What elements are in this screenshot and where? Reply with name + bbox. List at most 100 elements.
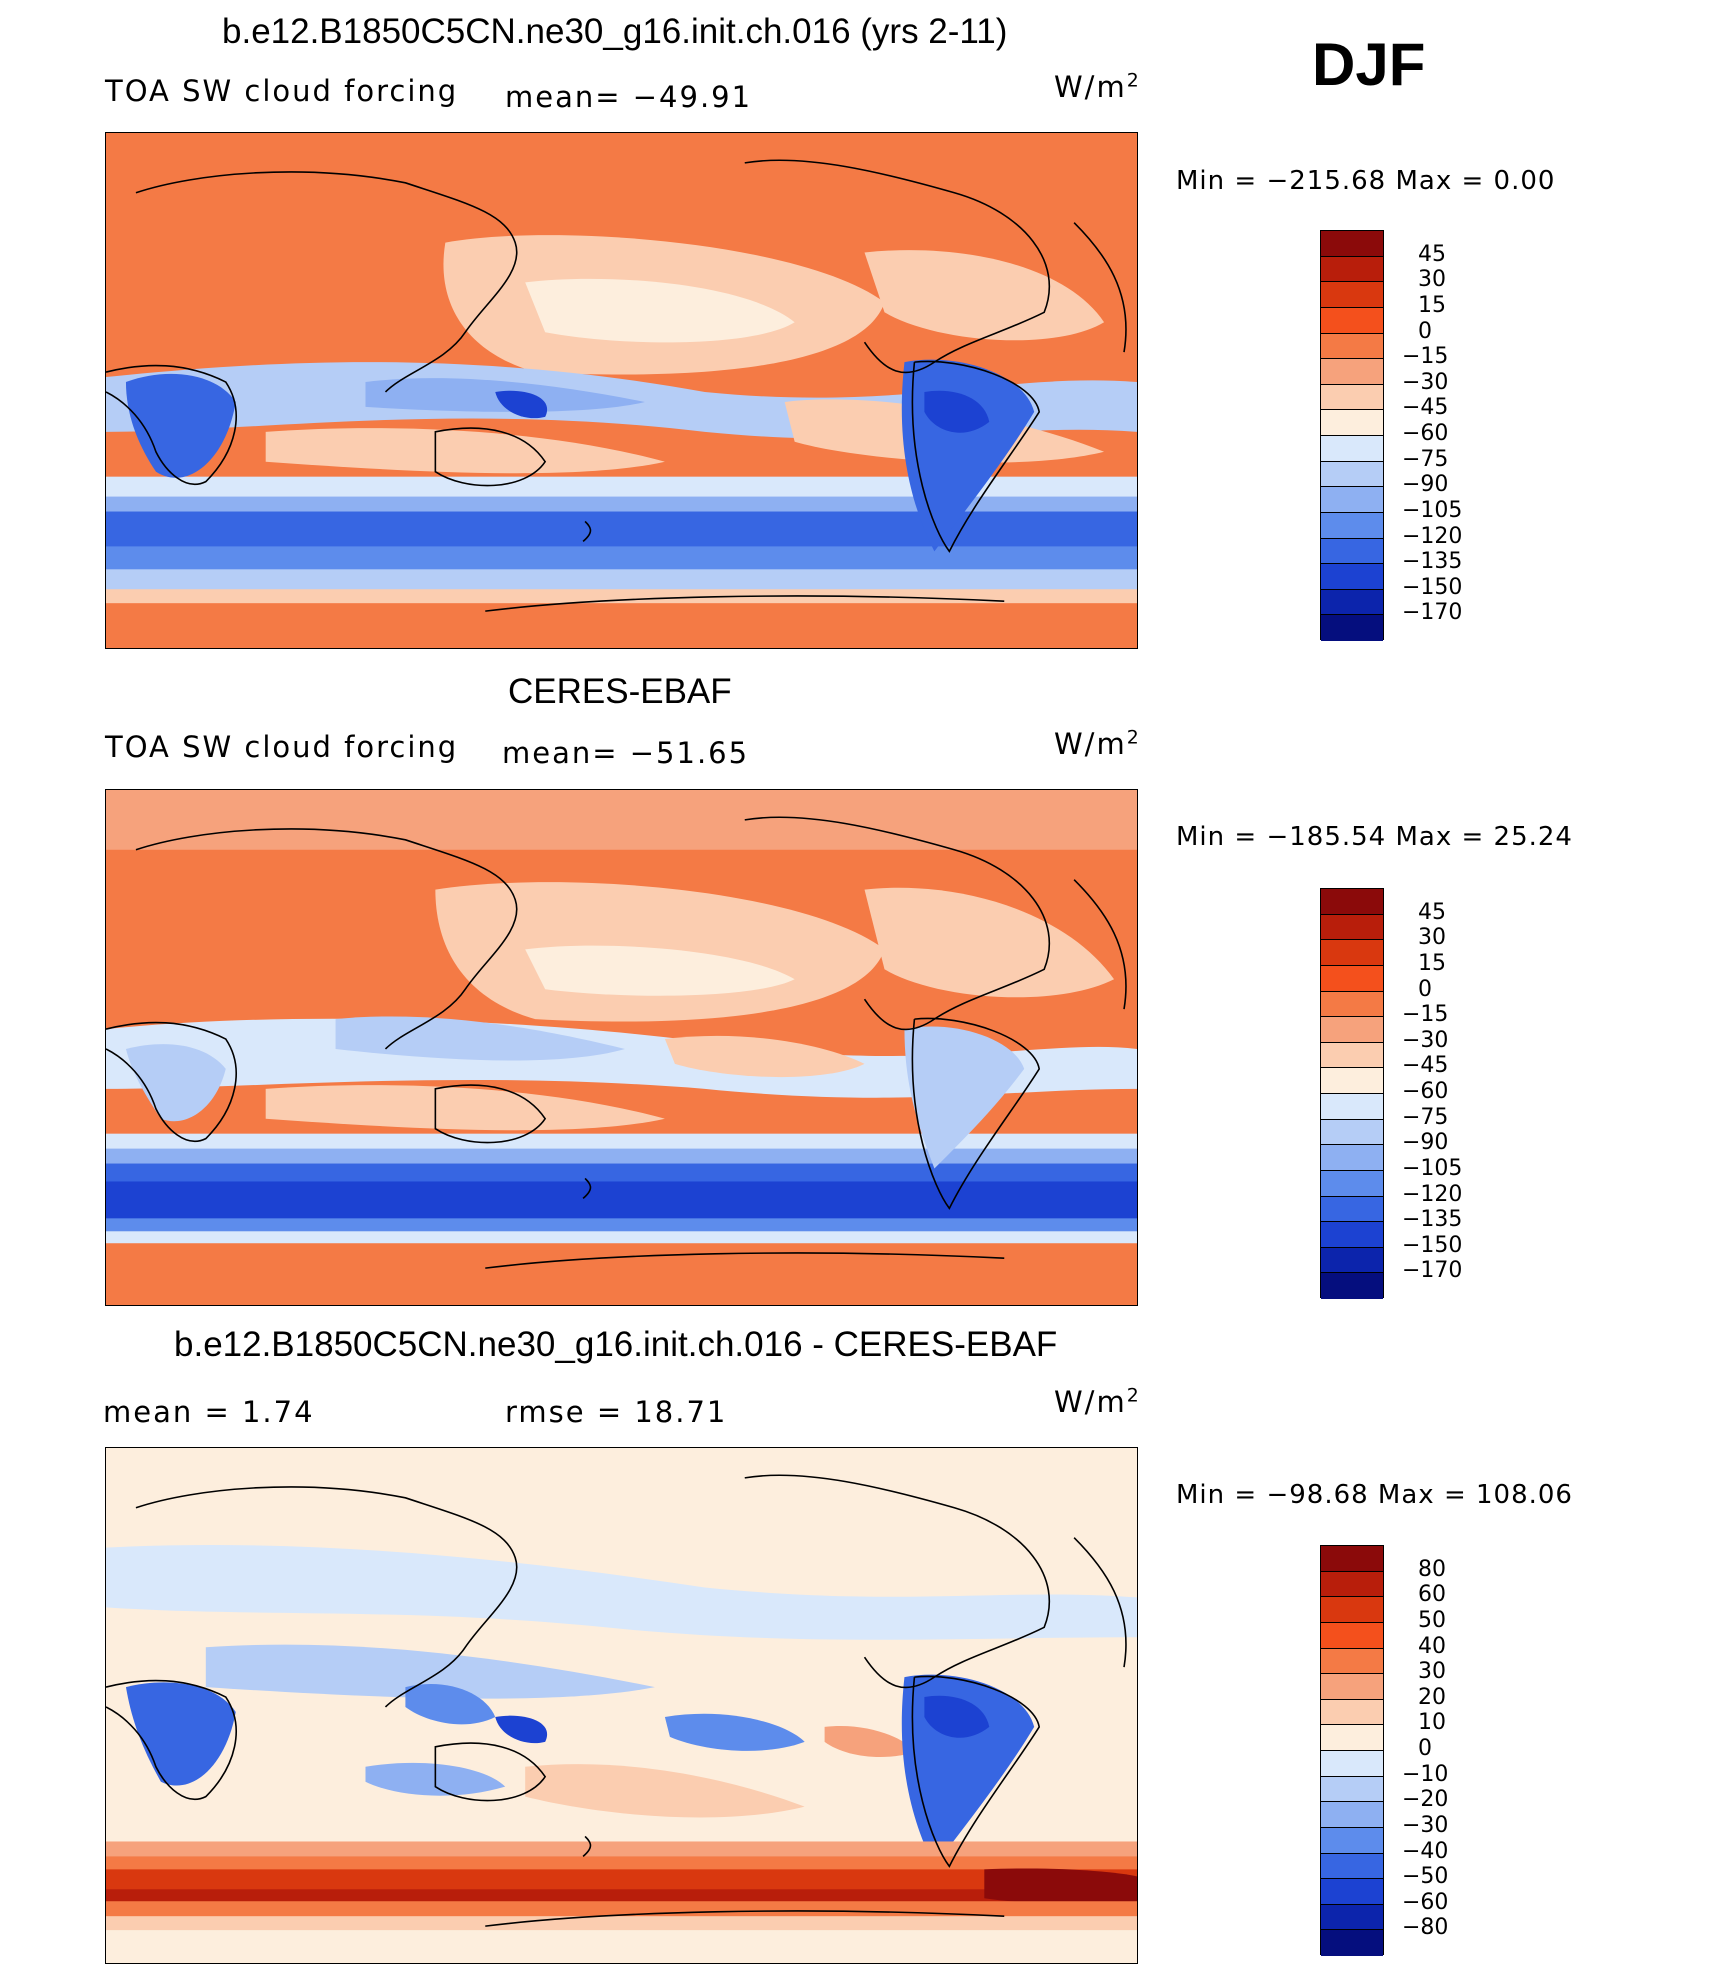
colorbar-segment (1321, 512, 1383, 539)
colorbar-segment (1321, 384, 1383, 411)
colorbar-label: −75 (1402, 446, 1449, 472)
colorbar-label: 45 (1418, 899, 1446, 925)
colorbar-segment (1321, 282, 1383, 308)
colorbar-label: −45 (1402, 1053, 1449, 1079)
colorbar-segment (1321, 1930, 1383, 1956)
colorbar-segment (1321, 487, 1383, 513)
panel-3-units: W/m2 (1054, 1385, 1141, 1419)
panel-3-title: b.e12.B1850C5CN.ne30_g16.init.ch.016 - C… (174, 1325, 1058, 1364)
colorbar-segment (1321, 589, 1383, 616)
colorbar-segment (1321, 1725, 1383, 1751)
panel-3-colorbar (1320, 1545, 1384, 1956)
panel-3-map-svg (106, 1448, 1137, 1963)
season-label: DJF (1312, 31, 1426, 98)
colorbar-segment (1321, 461, 1383, 488)
colorbar-label: 0 (1418, 318, 1432, 344)
colorbar-segment (1321, 991, 1383, 1018)
colorbar-segment (1321, 1273, 1383, 1299)
colorbar-label: 45 (1418, 241, 1446, 267)
colorbar-segment (1321, 1017, 1383, 1043)
colorbar-segment (1321, 1699, 1383, 1726)
panel-2-colorbar (1320, 888, 1384, 1299)
colorbar-label: −90 (1402, 472, 1449, 498)
colorbar-segment (1321, 1802, 1383, 1828)
colorbar-label: −90 (1402, 1130, 1449, 1156)
colorbar-segment (1321, 256, 1383, 283)
colorbar-segment (1321, 1751, 1383, 1777)
colorbar-label: −120 (1402, 1181, 1463, 1207)
colorbar-label: −30 (1402, 1812, 1449, 1838)
colorbar-segment (1321, 333, 1383, 360)
colorbar-segment (1321, 538, 1383, 565)
colorbar-label: 30 (1418, 267, 1446, 293)
colorbar-segment (1321, 1904, 1383, 1931)
panel-2-title: CERES-EBAF (508, 672, 732, 711)
colorbar-segment (1321, 436, 1383, 462)
panel-1-title: b.e12.B1850C5CN.ne30_g16.init.ch.016 (yr… (222, 12, 1008, 51)
colorbar-label: 0 (1418, 976, 1432, 1002)
colorbar-label: −170 (1402, 1258, 1463, 1284)
colorbar-segment (1321, 1879, 1383, 1905)
colorbar-label: −40 (1402, 1838, 1449, 1864)
colorbar-segment (1321, 1827, 1383, 1854)
colorbar-segment (1321, 1776, 1383, 1803)
colorbar-segment (1321, 1546, 1383, 1572)
panel-3-mean: mean = 1.74 (103, 1395, 315, 1429)
colorbar-segment (1321, 1094, 1383, 1120)
colorbar-label: −60 (1402, 421, 1449, 446)
colorbar-segment (1321, 1648, 1383, 1675)
colorbar-segment (1321, 914, 1383, 941)
colorbar-label: 15 (1418, 950, 1446, 976)
colorbar-label: −60 (1402, 1079, 1449, 1104)
colorbar-label: −10 (1402, 1761, 1449, 1787)
panel-1-mean: mean= −49.91 (505, 80, 753, 114)
panel-2-map-svg (106, 790, 1137, 1305)
panel-3-rmse: rmse = 18.71 (505, 1395, 728, 1429)
panel-1-variable: TOA SW cloud forcing (105, 74, 459, 108)
panel-1-min-max: Min = −215.68 Max = 0.00 (1176, 166, 1556, 196)
colorbar-segment (1321, 359, 1383, 385)
colorbar-segment (1321, 965, 1383, 992)
colorbar-segment (1321, 1674, 1383, 1700)
colorbar-segment (1321, 615, 1383, 641)
colorbar-label: −15 (1402, 1002, 1449, 1028)
colorbar-label: 10 (1418, 1710, 1446, 1736)
panel-1-map (105, 132, 1138, 649)
colorbar-segment (1321, 889, 1383, 915)
panel-1-map-svg (106, 133, 1137, 648)
colorbar-segment (1321, 1145, 1383, 1171)
panel-2-map (105, 789, 1138, 1306)
colorbar-label: −150 (1402, 1232, 1463, 1258)
colorbar-label: −170 (1402, 600, 1463, 626)
colorbar-label: −20 (1402, 1787, 1449, 1813)
colorbar-label: 20 (1418, 1684, 1446, 1710)
colorbar-label: −105 (1402, 497, 1463, 523)
colorbar-label: −120 (1402, 523, 1463, 549)
colorbar-segment (1321, 1222, 1383, 1248)
colorbar-label: −60 (1402, 1889, 1449, 1915)
colorbar-segment (1321, 1119, 1383, 1146)
panel-2-units: W/m2 (1054, 727, 1141, 761)
colorbar-label: 80 (1418, 1556, 1446, 1582)
colorbar-segment (1321, 940, 1383, 966)
colorbar-label: −150 (1402, 574, 1463, 600)
colorbar-label: −80 (1402, 1915, 1449, 1941)
colorbar-segment (1321, 1853, 1383, 1880)
colorbar-segment (1321, 1247, 1383, 1274)
colorbar-segment (1321, 564, 1383, 590)
colorbar-segment (1321, 1068, 1383, 1094)
colorbar-segment (1321, 1170, 1383, 1197)
panel-3-map (105, 1447, 1138, 1964)
colorbar-label: 30 (1418, 1659, 1446, 1685)
colorbar-label: 30 (1418, 925, 1446, 951)
panel-2-mean: mean= −51.65 (502, 736, 750, 770)
panel-2-variable: TOA SW cloud forcing (105, 730, 459, 764)
colorbar-label: −30 (1402, 369, 1449, 395)
colorbar-segment (1321, 1196, 1383, 1223)
colorbar-segment (1321, 1042, 1383, 1069)
colorbar-label: −135 (1402, 1207, 1463, 1233)
panel-3-min-max: Min = −98.68 Max = 108.06 (1176, 1480, 1573, 1510)
colorbar-segment (1321, 231, 1383, 257)
panel-1-units: W/m2 (1054, 70, 1141, 104)
colorbar-segment (1321, 1597, 1383, 1623)
